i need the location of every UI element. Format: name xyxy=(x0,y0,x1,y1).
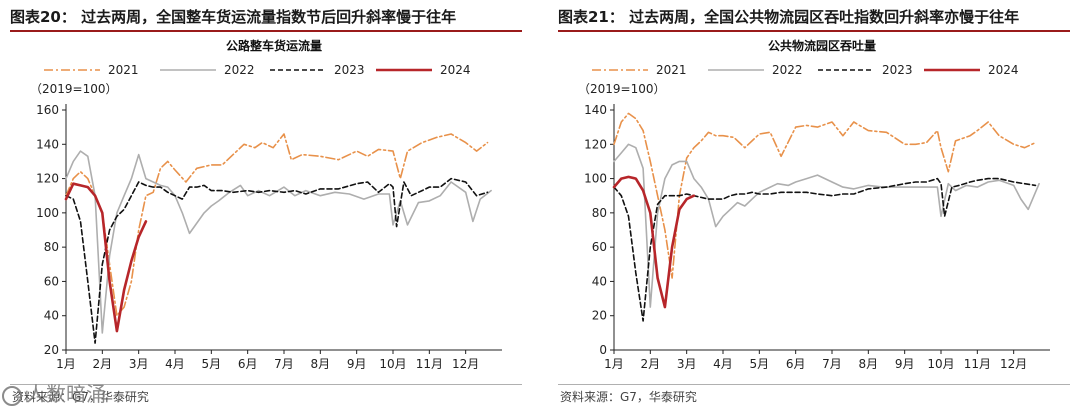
legend-label-2024: 2024 xyxy=(440,63,471,77)
source-rule xyxy=(10,384,522,385)
legend-label-2022: 2022 xyxy=(224,63,255,77)
source-rule xyxy=(558,384,1070,385)
y-tick-label: 60 xyxy=(44,274,59,288)
y-tick-label: 80 xyxy=(44,240,59,254)
y-tick-label: 160 xyxy=(36,103,59,117)
y-tick-label: 120 xyxy=(36,172,59,186)
y-tick-label: 60 xyxy=(592,240,607,254)
x-tick-label: 5月 xyxy=(750,357,770,371)
x-tick-label: 9月 xyxy=(895,357,915,371)
x-tick-label: 6月 xyxy=(238,357,258,371)
y-tick-label: 80 xyxy=(592,206,607,220)
y-tick-label: 100 xyxy=(36,206,59,220)
x-tick-label: 3月 xyxy=(129,357,149,371)
y-tick-label: 120 xyxy=(584,137,607,151)
y-tick-label: 40 xyxy=(592,274,607,288)
series-line-2023 xyxy=(613,177,1037,322)
x-tick-label: 9月 xyxy=(347,357,367,371)
series-line-2022 xyxy=(613,143,1040,308)
legend-label-2024: 2024 xyxy=(988,63,1019,77)
legend-label-2023: 2023 xyxy=(882,63,913,77)
line-chart-logistics: 公共物流园区吞吐量 2021 2022 2023 2024 （2019=100） 0 20 40… xyxy=(578,38,1050,371)
y-tick-label: 140 xyxy=(584,103,607,117)
x-tick-label: 4月 xyxy=(165,357,185,371)
chart-title: 公共物流园区吞吐量 xyxy=(768,38,876,53)
figure-title: 图表20： 过去两周，全国整车货运流量指数节后回升斜率慢于往年 xyxy=(10,8,457,26)
x-tick-label: 3月 xyxy=(677,357,697,371)
source-note: 资料来源：G7，华泰研究 xyxy=(12,390,149,404)
watermark: 人数暗涌 xyxy=(2,378,106,407)
y-tick-label: 140 xyxy=(36,137,59,151)
wechat-icon xyxy=(2,385,22,406)
source-note: 资料来源：G7，华泰研究 xyxy=(560,390,697,404)
x-tick-label: 6月 xyxy=(786,357,806,371)
y-tick-label: 40 xyxy=(44,309,59,323)
x-tick-label: 2月 xyxy=(641,357,661,371)
series-line-2022 xyxy=(65,150,492,334)
series-line-2021 xyxy=(613,112,1037,279)
x-tick-label: 8月 xyxy=(859,357,879,371)
x-tick-label: 10月 xyxy=(379,357,406,371)
x-tick-label: 11月 xyxy=(416,357,443,371)
title-rule xyxy=(558,30,1070,32)
y-tick-label: 20 xyxy=(592,309,607,323)
x-tick-label: 2月 xyxy=(93,357,113,371)
x-tick-label: 8月 xyxy=(311,357,331,371)
x-tick-label: 7月 xyxy=(822,357,842,371)
chart-title: 公路整车货运流量 xyxy=(226,38,322,53)
watermark-text: 人数暗涌 xyxy=(26,382,106,406)
chart-panel-left: 图表20： 过去两周，全国整车货运流量指数节后回升斜率慢于往年 公路整车货运流量… xyxy=(0,0,532,413)
legend-label-2023: 2023 xyxy=(334,63,365,77)
legend-label-2021: 2021 xyxy=(656,63,687,77)
x-tick-label: 12月 xyxy=(1000,357,1027,371)
series-line-2024 xyxy=(64,182,148,333)
line-chart-freight: 公路整车货运流量 2021 2022 2023 2024 （2019=100） 20 40 60… xyxy=(30,38,502,371)
unit-label: （2019=100） xyxy=(578,82,666,96)
series-line-2021 xyxy=(65,133,489,317)
y-tick-label: 20 xyxy=(44,343,59,357)
legend-label-2022: 2022 xyxy=(772,63,803,77)
figure-title: 图表21： 过去两周，全国公共物流园区吞吐指数回升斜率亦慢于往年 xyxy=(558,8,1020,26)
y-tick-label: 100 xyxy=(584,172,607,186)
x-tick-label: 1月 xyxy=(56,357,76,371)
x-tick-label: 10月 xyxy=(927,357,954,371)
legend-label-2021: 2021 xyxy=(108,63,139,77)
title-rule xyxy=(10,30,522,32)
x-tick-label: 12月 xyxy=(452,357,479,371)
series-line-2024 xyxy=(612,175,696,309)
x-tick-label: 5月 xyxy=(202,357,222,371)
x-tick-label: 7月 xyxy=(274,357,294,371)
x-tick-label: 11月 xyxy=(964,357,991,371)
x-tick-label: 4月 xyxy=(713,357,733,371)
unit-label: （2019=100） xyxy=(30,82,118,96)
series-line-2023 xyxy=(65,177,489,344)
chart-panel-right: 图表21： 过去两周，全国公共物流园区吞吐指数回升斜率亦慢于往年 公共物流园区吞… xyxy=(548,0,1080,413)
y-tick-label: 0 xyxy=(599,343,607,357)
x-tick-label: 1月 xyxy=(604,357,624,371)
